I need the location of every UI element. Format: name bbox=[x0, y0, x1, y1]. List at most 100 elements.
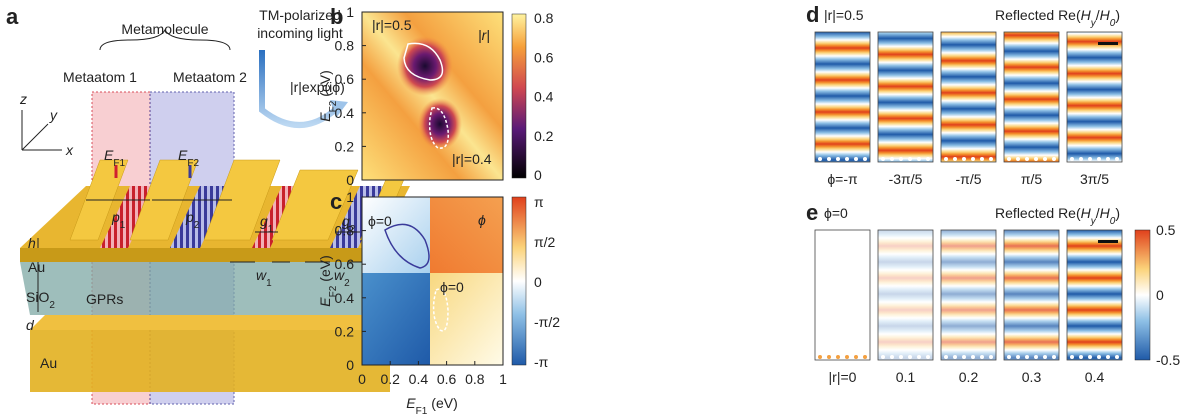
panel-label: b bbox=[330, 4, 343, 29]
dot bbox=[845, 355, 849, 359]
dot bbox=[818, 157, 822, 161]
dot bbox=[1034, 355, 1038, 359]
text-part: F2 bbox=[328, 285, 339, 297]
text-part: Au bbox=[28, 259, 45, 275]
au-top: Au bbox=[28, 259, 45, 275]
top-au-front bbox=[20, 248, 378, 262]
text-part: GPRs bbox=[86, 291, 123, 307]
dot bbox=[845, 157, 849, 161]
colorbar-tick: π bbox=[534, 194, 544, 210]
ef1: EF1 bbox=[104, 147, 125, 169]
dot bbox=[1052, 157, 1056, 161]
colorbar-tick: 0.4 bbox=[534, 89, 554, 105]
text-part: g bbox=[260, 213, 268, 229]
field-border bbox=[1003, 31, 1060, 163]
text-part: 0 bbox=[1156, 287, 1164, 303]
colorbar-tick: 0 bbox=[534, 167, 542, 183]
dot bbox=[836, 355, 840, 359]
dot bbox=[827, 355, 831, 359]
text-part: w bbox=[334, 267, 345, 283]
text-part: p bbox=[111, 209, 120, 225]
dot bbox=[899, 157, 903, 161]
text-part: |r|exp(iϕ) bbox=[290, 79, 345, 95]
y-axis-label: EF2 (eV) bbox=[317, 255, 339, 306]
dot bbox=[890, 355, 894, 359]
text-part: ϕ=-π bbox=[827, 171, 858, 187]
p1: p1 bbox=[111, 209, 126, 231]
text-part: SiO bbox=[26, 289, 49, 305]
text-part: H bbox=[1081, 205, 1092, 221]
map-c bbox=[361, 196, 527, 366]
ef2: EF2 bbox=[178, 147, 199, 169]
y-tick-label: 0.6 bbox=[335, 71, 355, 87]
dot bbox=[1079, 355, 1083, 359]
text-part: 1 bbox=[268, 224, 274, 235]
field bbox=[878, 32, 933, 162]
y-tick-label: 0 bbox=[346, 357, 354, 373]
field bbox=[1067, 230, 1122, 360]
x-tick-label: 0.4 bbox=[409, 371, 429, 387]
text-part: y bbox=[1090, 216, 1097, 227]
text-part: 0.5 bbox=[1156, 222, 1176, 238]
text-part: Reflected Re( bbox=[995, 205, 1081, 221]
text-part: E bbox=[317, 297, 333, 307]
dot bbox=[1007, 157, 1011, 161]
colorbar-tick: 0.6 bbox=[534, 49, 554, 65]
scale-bar bbox=[1098, 240, 1118, 243]
field-border bbox=[940, 31, 997, 163]
dot bbox=[1034, 157, 1038, 161]
y-axis-label: EF2 (eV) bbox=[317, 70, 339, 121]
dot bbox=[944, 355, 948, 359]
text-part: / bbox=[1096, 205, 1100, 221]
x-tick-label: 0.6 bbox=[437, 371, 457, 387]
text-part: 0 bbox=[534, 274, 542, 290]
text-part: 0.1 bbox=[896, 369, 916, 385]
panel-label: e bbox=[806, 200, 818, 225]
y-tick-label: 0.6 bbox=[335, 256, 355, 272]
frame-label: 0.2 bbox=[959, 369, 979, 385]
frame-label: 0.1 bbox=[896, 369, 916, 385]
dot bbox=[854, 157, 858, 161]
text-part: 0.6 bbox=[437, 371, 457, 387]
text-part: ϕ=0 bbox=[440, 279, 464, 295]
text-part: E bbox=[406, 395, 416, 411]
text-part: x bbox=[65, 142, 74, 158]
field-border bbox=[814, 31, 871, 163]
x-tick-label: 1 bbox=[499, 371, 507, 387]
colorbar-tick: π/2 bbox=[534, 234, 556, 250]
sio2: SiO2 bbox=[26, 289, 55, 311]
text-part: ) bbox=[1115, 205, 1120, 221]
field-border bbox=[814, 229, 871, 361]
text-part: 0 bbox=[1110, 18, 1116, 29]
field bbox=[815, 32, 870, 162]
text-part: -π bbox=[534, 354, 549, 370]
dot bbox=[962, 157, 966, 161]
y-tick-label: 0.4 bbox=[335, 290, 355, 306]
text-part: 2 bbox=[194, 220, 200, 231]
dot bbox=[1088, 157, 1092, 161]
colorbar-tick: 0 bbox=[534, 274, 542, 290]
dot bbox=[1025, 157, 1029, 161]
dot bbox=[881, 355, 885, 359]
dot bbox=[899, 355, 903, 359]
frame-label: π/5 bbox=[1021, 171, 1043, 187]
frame-label: 0.4 bbox=[1085, 369, 1105, 385]
text-part: 0.8 bbox=[534, 10, 554, 26]
text-part: H bbox=[1100, 7, 1111, 23]
dot bbox=[953, 355, 957, 359]
dot bbox=[863, 157, 867, 161]
dot bbox=[1070, 355, 1074, 359]
dot bbox=[1070, 157, 1074, 161]
text-part: g bbox=[342, 213, 350, 229]
colorbar-tick: 0.8 bbox=[534, 10, 554, 26]
text-part: π/2 bbox=[534, 234, 556, 250]
panel-label: d bbox=[806, 2, 819, 27]
text-part: 0 bbox=[346, 172, 354, 188]
axis-y: y bbox=[49, 107, 58, 123]
text-part: -π/5 bbox=[956, 171, 982, 187]
text-part: E bbox=[178, 147, 188, 163]
title: Reflected Re(Hy/H0) bbox=[995, 205, 1120, 227]
text-part: 0 bbox=[358, 371, 366, 387]
dot bbox=[980, 157, 984, 161]
